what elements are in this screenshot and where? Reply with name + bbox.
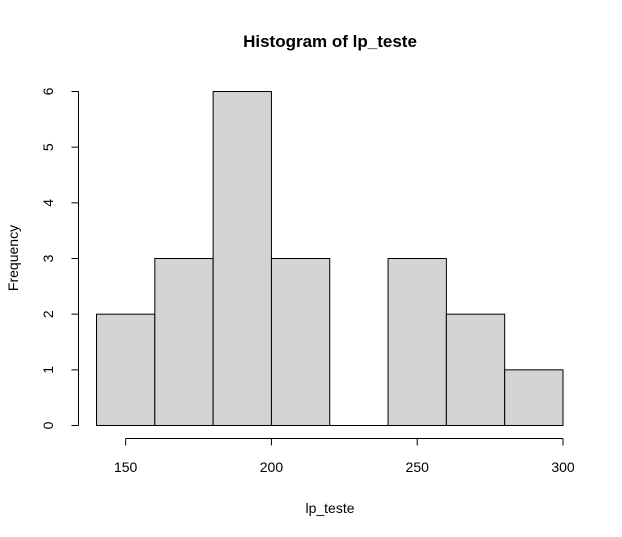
histogram-bar-2 (154, 258, 214, 426)
y-axis-title: Frequency (5, 225, 21, 291)
histogram-bar-4 (270, 258, 331, 426)
y-tick-label-4: 4 (40, 199, 56, 207)
y-tick-label-6: 6 (40, 87, 56, 95)
y-axis: 0 1 2 3 4 5 6 (40, 87, 79, 429)
histogram-bar-1 (96, 313, 156, 426)
y-tick-label-2: 2 (40, 310, 56, 318)
histogram-bar-3 (212, 91, 272, 426)
histogram-bar-8 (504, 369, 564, 427)
y-tick-label-1: 1 (40, 366, 56, 374)
histogram-bar-7 (445, 313, 506, 426)
y-tick-label-3: 3 (40, 254, 56, 262)
chart-title: Histogram of lp_teste (243, 32, 417, 51)
x-axis-title: lp_teste (305, 500, 354, 516)
x-tick-label-150: 150 (114, 459, 138, 475)
y-tick-label-5: 5 (40, 143, 56, 151)
x-tick-label-250: 250 (406, 459, 430, 475)
y-tick-label-0: 0 (40, 421, 56, 429)
x-axis: 150 200 250 300 (114, 438, 575, 475)
histogram-bar-6 (387, 258, 447, 426)
x-tick-label-200: 200 (260, 459, 284, 475)
bars-group (96, 91, 564, 427)
x-tick-label-300: 300 (551, 459, 575, 475)
